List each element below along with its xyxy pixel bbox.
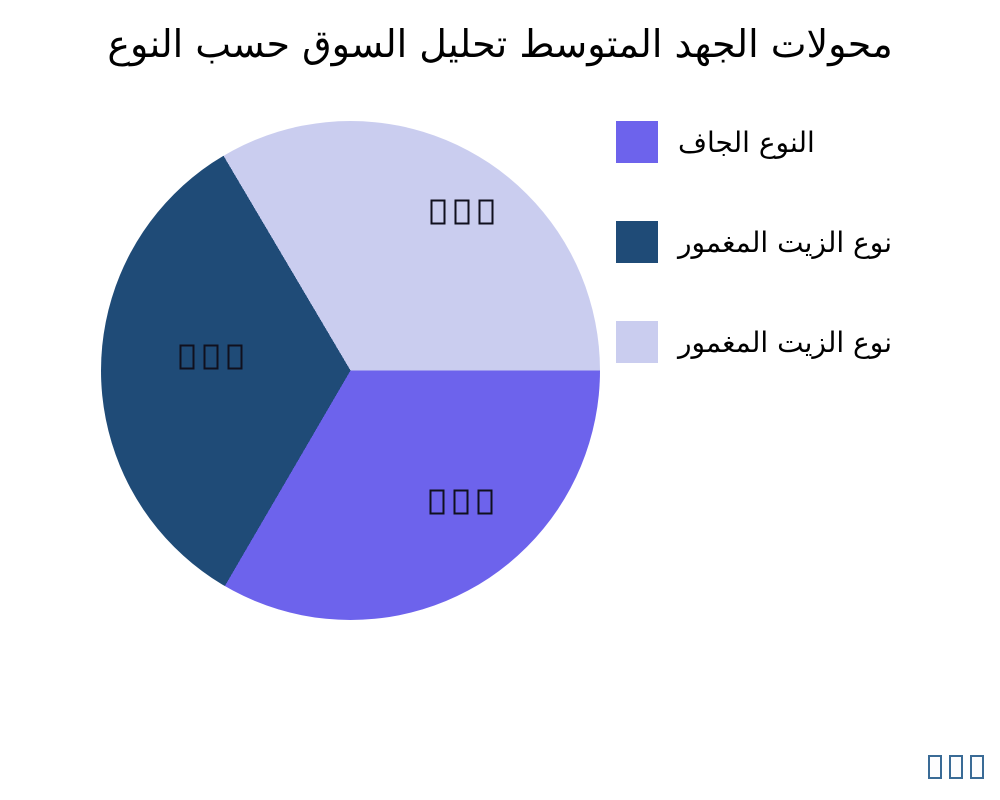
legend-item-dry-type: النوع الجاف <box>616 121 892 163</box>
pie-chart <box>101 121 600 620</box>
legend-label-oil-immersed-dark: نوع الزيت المغمور <box>678 225 892 259</box>
legend-label-dry-type: النوع الجاف <box>678 125 815 159</box>
legend-swatch-oil-immersed-dark <box>616 221 658 263</box>
legend-swatch-dry-type <box>616 121 658 163</box>
legend-label-oil-immersed-light: نوع الزيت المغمور <box>678 325 892 359</box>
pie-slice-label-oil-immersed-light <box>430 199 494 225</box>
legend-item-oil-immersed-dark: نوع الزيت المغمور <box>616 221 892 263</box>
legend-item-oil-immersed-light: نوع الزيت المغمور <box>616 321 892 363</box>
pie-slice-label-oil-immersed-dark <box>179 344 243 370</box>
chart-title: محولات الجهد المتوسط تحليل السوق حسب الن… <box>107 22 893 66</box>
watermark-text <box>928 755 984 779</box>
legend: النوع الجاف نوع الزيت المغمور نوع الزيت … <box>616 121 892 421</box>
legend-swatch-oil-immersed-light <box>616 321 658 363</box>
pie-slice-label-dry-type <box>429 489 493 515</box>
